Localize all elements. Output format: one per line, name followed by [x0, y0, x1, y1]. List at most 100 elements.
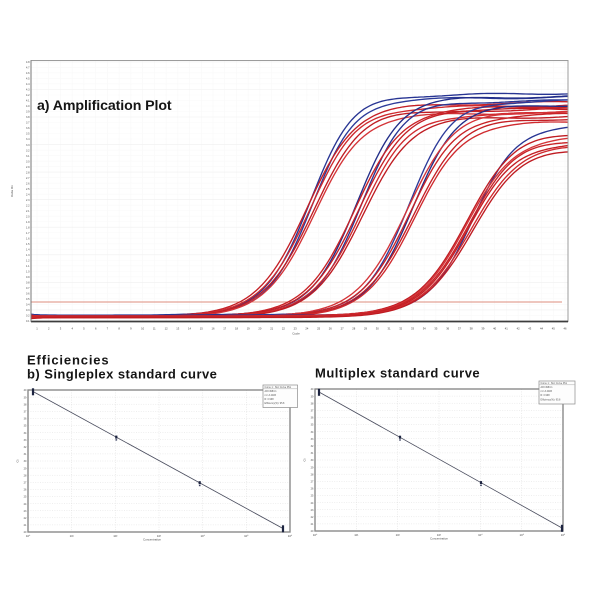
svg-text:30: 30 — [311, 459, 314, 462]
svg-text:16: 16 — [212, 326, 215, 330]
svg-text:Delta Rn: Delta Rn — [10, 185, 14, 197]
svg-text:2.9: 2.9 — [26, 166, 30, 169]
svg-text:2.5: 2.5 — [26, 188, 30, 191]
svg-text:39: 39 — [481, 326, 484, 330]
svg-text:0.4: 0.4 — [26, 304, 30, 307]
svg-text:Efficiency(%): 95.8: Efficiency(%): 95.8 — [541, 398, 562, 401]
svg-text:34: 34 — [24, 432, 27, 435]
svg-text:33: 33 — [311, 438, 314, 441]
svg-text:Multiplex standard curve: Multiplex standard curve — [315, 366, 480, 381]
svg-text:0.6: 0.6 — [26, 293, 30, 296]
svg-text:1.5: 1.5 — [26, 243, 30, 246]
svg-text:26: 26 — [329, 326, 332, 330]
svg-text:29: 29 — [364, 326, 367, 330]
svg-text:23: 23 — [294, 326, 297, 330]
svg-text:4.8: 4.8 — [26, 61, 30, 64]
svg-text:1.9: 1.9 — [26, 221, 30, 224]
svg-text:21: 21 — [270, 326, 273, 330]
svg-text:12: 12 — [165, 326, 168, 330]
svg-text:22: 22 — [282, 326, 285, 330]
svg-text:43: 43 — [528, 326, 531, 330]
svg-text:10²: 10² — [396, 533, 400, 537]
svg-text:Ct: Ct — [303, 458, 307, 461]
svg-text:36: 36 — [446, 326, 449, 330]
svg-text:R: 0.998: R: 0.998 — [265, 398, 275, 401]
svg-text:10⁵: 10⁵ — [519, 533, 524, 537]
svg-text:40: 40 — [493, 326, 496, 330]
svg-text:4.3: 4.3 — [26, 89, 30, 92]
svg-text:26: 26 — [24, 489, 27, 492]
svg-text:37: 37 — [24, 411, 27, 414]
svg-text:2.8: 2.8 — [26, 171, 30, 174]
svg-text:37: 37 — [458, 326, 461, 330]
svg-text:4: 4 — [71, 326, 73, 330]
svg-text:Concentration: Concentration — [143, 538, 161, 542]
svg-text:41: 41 — [505, 326, 508, 330]
svg-text:23: 23 — [311, 509, 314, 512]
svg-text:1.4: 1.4 — [26, 249, 30, 252]
svg-text:19: 19 — [247, 326, 250, 330]
svg-text:6: 6 — [95, 326, 97, 330]
svg-text:27: 27 — [311, 481, 314, 484]
svg-text:m=-3.4483: m=-3.4483 — [265, 394, 277, 397]
svg-text:3.0: 3.0 — [26, 160, 30, 163]
svg-text:35: 35 — [311, 424, 314, 427]
svg-text:32: 32 — [399, 326, 402, 330]
svg-text:27: 27 — [24, 482, 27, 485]
svg-text:20: 20 — [258, 326, 261, 330]
svg-text:45: 45 — [552, 326, 555, 330]
svg-text:35: 35 — [24, 425, 27, 428]
svg-text:1.7: 1.7 — [26, 232, 30, 235]
svg-text:0.2: 0.2 — [26, 315, 30, 318]
svg-text:28: 28 — [311, 473, 314, 476]
svg-text:4.0: 4.0 — [26, 105, 30, 108]
svg-text:40: 40 — [311, 388, 314, 391]
svg-text:0.1: 0.1 — [26, 320, 30, 323]
svg-text:3.4: 3.4 — [26, 138, 30, 141]
svg-text:10¹: 10¹ — [70, 534, 74, 538]
svg-text:10⁵: 10⁵ — [244, 534, 249, 538]
svg-text:36: 36 — [311, 417, 314, 420]
svg-text:3.8: 3.8 — [26, 116, 30, 119]
svg-text:25: 25 — [24, 496, 27, 499]
svg-text:10³: 10³ — [437, 533, 441, 537]
svg-text:25: 25 — [317, 326, 320, 330]
svg-text:0.5: 0.5 — [26, 298, 30, 301]
svg-text:10⁶: 10⁶ — [288, 534, 293, 538]
svg-text:Curve 1 : Std. Curve Plot: Curve 1 : Std. Curve Plot — [541, 382, 568, 385]
svg-text:Cycle: Cycle — [292, 332, 300, 336]
svg-text:27: 27 — [341, 326, 344, 330]
svg-text:20: 20 — [311, 530, 314, 533]
svg-text:Efficiency(%): 95.8: Efficiency(%): 95.8 — [265, 402, 286, 405]
svg-text:2.6: 2.6 — [26, 182, 30, 185]
svg-text:1.0: 1.0 — [26, 271, 30, 274]
svg-text:Efficiencies: Efficiencies — [27, 353, 109, 368]
svg-text:24: 24 — [305, 326, 308, 330]
svg-text:21: 21 — [311, 523, 314, 526]
svg-text:1.2: 1.2 — [26, 260, 30, 263]
svg-text:10⁰: 10⁰ — [313, 533, 318, 537]
svg-text:8: 8 — [118, 326, 120, 330]
svg-text:1.8: 1.8 — [26, 226, 30, 229]
svg-text:31: 31 — [388, 326, 391, 330]
svg-text:AR=4983.1: AR=4983.1 — [541, 386, 554, 389]
svg-text:m=-3.4483: m=-3.4483 — [541, 390, 553, 393]
svg-text:29: 29 — [24, 467, 27, 470]
svg-text:2.7: 2.7 — [26, 177, 30, 180]
svg-text:10⁴: 10⁴ — [200, 534, 205, 538]
svg-text:4.4: 4.4 — [26, 83, 30, 86]
svg-text:10: 10 — [141, 326, 144, 330]
svg-text:15: 15 — [200, 326, 203, 330]
svg-text:22: 22 — [24, 517, 27, 520]
svg-text:7: 7 — [107, 326, 109, 330]
svg-text:0.8: 0.8 — [26, 282, 30, 285]
svg-text:1.1: 1.1 — [26, 265, 30, 268]
svg-text:31: 31 — [24, 453, 27, 456]
svg-text:3.7: 3.7 — [26, 122, 30, 125]
svg-text:9: 9 — [130, 326, 132, 330]
svg-text:3.3: 3.3 — [26, 144, 30, 147]
svg-text:4.2: 4.2 — [26, 94, 30, 97]
svg-text:18: 18 — [235, 326, 238, 330]
svg-text:AR=4983.1: AR=4983.1 — [265, 390, 278, 393]
svg-text:2: 2 — [48, 326, 50, 330]
